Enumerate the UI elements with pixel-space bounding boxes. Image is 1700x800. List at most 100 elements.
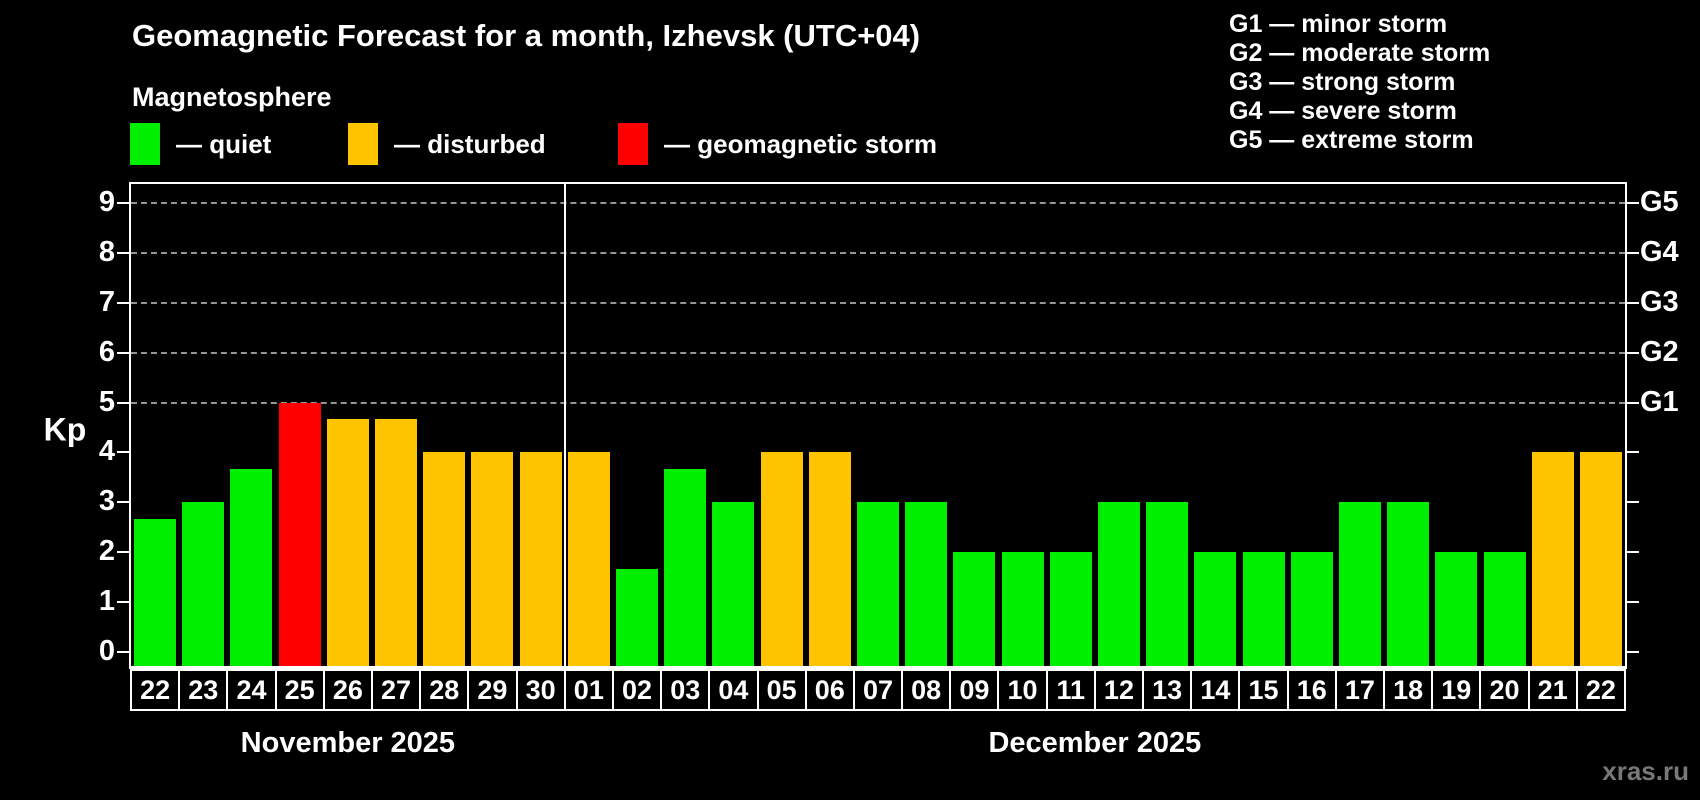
- kp-bar-day-09-quiet: [953, 552, 996, 666]
- kp-bar-day-07-quiet: [857, 502, 899, 666]
- kp-bar-day-29-disturbed: [471, 452, 514, 666]
- date-label-box-04: 04: [708, 669, 759, 711]
- kp-bar-day-21-disturbed: [1531, 452, 1574, 666]
- y-axis-tick-label-1: 1: [98, 584, 115, 617]
- g-scale-legend: G1 — minor storm G2 — moderate storm G3 …: [1229, 10, 1490, 155]
- legend-item-quiet: — quiet: [130, 123, 271, 165]
- date-label-box-10: 10: [997, 669, 1048, 711]
- right-axis-tick-2: [1627, 551, 1639, 554]
- g-level-label-g3: G3: [1640, 285, 1679, 318]
- gridline-kp-7: [131, 301, 1625, 304]
- kp-bar-day-02-quiet: [616, 568, 659, 666]
- date-label-box-17: 17: [1334, 669, 1386, 711]
- subtitle-magnetosphere: Magnetosphere: [132, 82, 332, 112]
- left-axis-tick-5: [117, 401, 129, 404]
- date-label-box-05: 05: [756, 669, 807, 711]
- date-label-box-11: 11: [1045, 669, 1096, 711]
- y-axis-tick-label-9: 9: [98, 185, 115, 218]
- date-label-box-21: 21: [1527, 669, 1578, 711]
- left-axis-tick-2: [117, 551, 129, 554]
- y-axis-tick-label-4: 4: [98, 435, 115, 468]
- right-axis-tick-9: [1627, 201, 1639, 204]
- date-label-box-24: 24: [226, 669, 277, 711]
- gridline-kp-5: [131, 401, 1625, 404]
- date-label-box-16: 16: [1286, 669, 1337, 711]
- g4-legend-line: G4 — severe storm: [1229, 97, 1457, 125]
- kp-bar-day-22-disturbed: [1579, 452, 1622, 666]
- right-axis-tick-4: [1627, 451, 1639, 454]
- left-axis-tick-1: [117, 601, 129, 604]
- kp-bar-day-04-quiet: [712, 502, 755, 666]
- date-label-box-01: 01: [563, 669, 614, 711]
- date-label-box-08: 08: [901, 669, 952, 711]
- g5-legend-line: G5 — extreme storm: [1229, 126, 1474, 154]
- watermark-xras: xras.ru: [1602, 756, 1689, 786]
- kp-bar-day-30-disturbed: [519, 452, 562, 666]
- kp-bar-day-19-quiet: [1435, 552, 1478, 666]
- legend-item-disturbed: — disturbed: [348, 123, 546, 165]
- left-axis-tick-4: [117, 451, 129, 454]
- date-label-box-18: 18: [1383, 669, 1434, 711]
- kp-bar-day-08-quiet: [905, 502, 948, 666]
- kp-bar-day-22-quiet: [134, 518, 177, 666]
- kp-bar-day-03-quiet: [664, 468, 707, 666]
- y-axis-tick-label-0: 0: [98, 634, 115, 667]
- kp-bar-day-23-quiet: [182, 502, 225, 666]
- date-label-box-12: 12: [1093, 669, 1145, 711]
- kp-bar-day-15-quiet: [1242, 552, 1285, 666]
- date-label-box-19: 19: [1431, 669, 1482, 711]
- g-level-label-g1: G1: [1640, 385, 1679, 418]
- legend-label-disturbed: — disturbed: [394, 128, 546, 159]
- kp-bar-day-05-disturbed: [760, 452, 803, 666]
- left-axis-tick-7: [117, 301, 129, 304]
- right-axis-tick-8: [1627, 251, 1639, 254]
- kp-bar-day-20-quiet: [1483, 552, 1526, 666]
- g-level-label-g4: G4: [1640, 235, 1679, 268]
- y-axis-tick-label-8: 8: [98, 235, 115, 268]
- legend-label-storm: — geomagnetic storm: [664, 128, 938, 159]
- date-label-box-28: 28: [419, 669, 470, 711]
- left-axis-tick-9: [117, 201, 129, 204]
- g2-legend-line: G2 — moderate storm: [1229, 39, 1491, 67]
- date-label-box-26: 26: [322, 669, 373, 711]
- date-label-box-22: 22: [130, 669, 181, 711]
- disturbed-color-swatch: [348, 123, 378, 165]
- right-axis-tick-3: [1627, 501, 1639, 504]
- kp-bar-day-13-quiet: [1146, 502, 1189, 666]
- left-axis-tick-3: [117, 501, 129, 504]
- gridline-kp-8: [131, 251, 1625, 254]
- kp-bar-day-06-disturbed: [808, 452, 851, 666]
- date-label-box-09: 09: [949, 669, 1000, 711]
- date-label-box-27: 27: [370, 669, 422, 711]
- date-label-box-22: 22: [1575, 669, 1626, 711]
- storm-color-swatch: [618, 123, 648, 165]
- g-level-label-g5: G5: [1640, 185, 1679, 218]
- kp-bar-day-14-quiet: [1194, 552, 1237, 666]
- left-axis-tick-0: [117, 651, 129, 653]
- right-axis-tick-5: [1627, 401, 1639, 404]
- y-axis-tick-label-5: 5: [98, 385, 115, 418]
- date-label-box-07: 07: [852, 669, 904, 711]
- date-label-box-06: 06: [804, 669, 855, 711]
- kp-bar-day-26-disturbed: [326, 418, 369, 666]
- date-label-box-03: 03: [660, 669, 711, 711]
- y-axis-tick-label-2: 2: [98, 535, 115, 568]
- y-axis-tick-label-7: 7: [98, 285, 115, 318]
- left-axis-tick-6: [117, 351, 129, 354]
- kp-bar-day-16-quiet: [1290, 552, 1333, 666]
- page-title: Geomagnetic Forecast for a month, Izhevs…: [132, 18, 921, 53]
- right-axis-tick-0: [1627, 651, 1639, 653]
- date-label-box-25: 25: [274, 669, 325, 711]
- kp-axis-label: Kp: [43, 411, 87, 448]
- right-axis-tick-6: [1627, 351, 1639, 354]
- kp-bar-day-11-quiet: [1049, 552, 1092, 666]
- legend-item-storm: — geomagnetic storm: [618, 123, 937, 165]
- kp-bar-day-12-quiet: [1097, 502, 1140, 666]
- g1-legend-line: G1 — minor storm: [1229, 10, 1448, 38]
- kp-bar-day-18-quiet: [1387, 502, 1430, 666]
- date-label-box-14: 14: [1190, 669, 1241, 711]
- quiet-color-swatch: [130, 123, 160, 165]
- g-level-label-g2: G2: [1640, 335, 1679, 368]
- right-axis-tick-1: [1627, 601, 1639, 604]
- kp-bar-day-10-quiet: [1001, 552, 1044, 666]
